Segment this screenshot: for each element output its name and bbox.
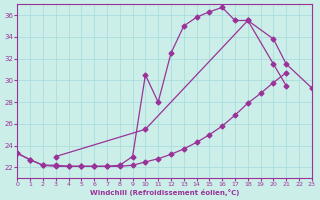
X-axis label: Windchill (Refroidissement éolien,°C): Windchill (Refroidissement éolien,°C) xyxy=(90,189,239,196)
